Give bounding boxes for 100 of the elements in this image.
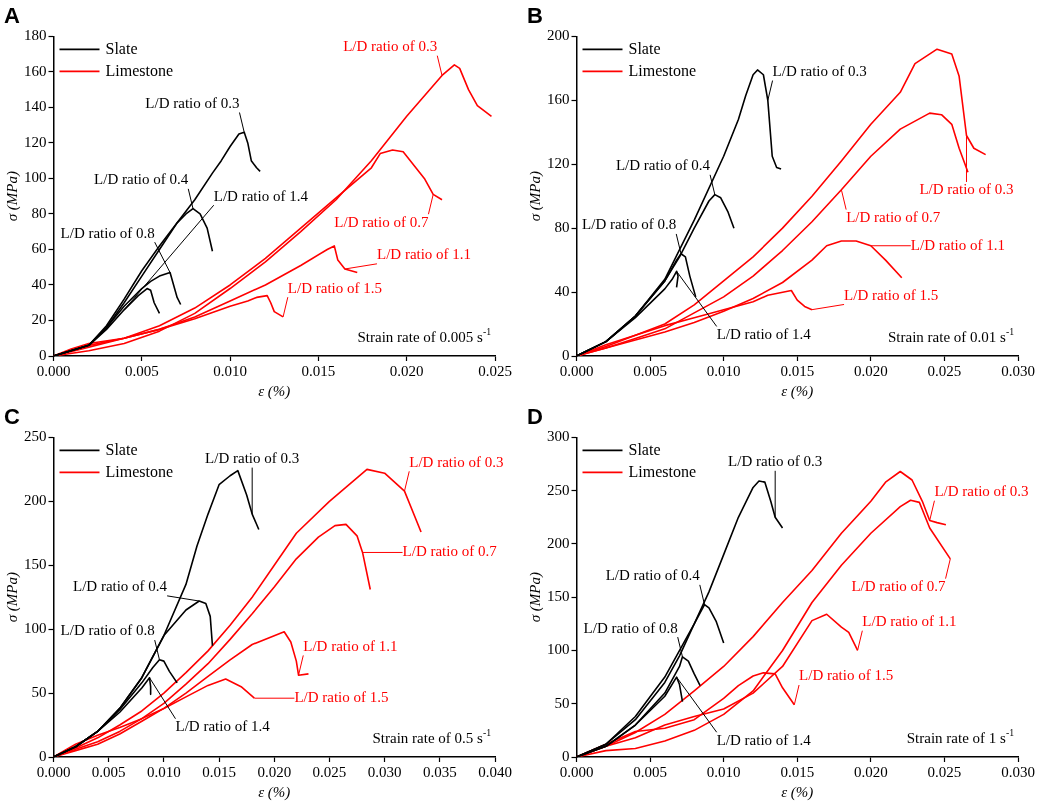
annotation: L/D ratio of 1.4 — [175, 718, 271, 735]
x-tick-label: 0.010 — [706, 763, 741, 780]
y-tick-label: 120 — [24, 133, 47, 150]
chart-title: D — [527, 404, 543, 430]
legend-label: Slate — [105, 39, 138, 57]
annotation: L/D ratio of 0.7 — [846, 209, 941, 226]
x-tick-label: 0.005 — [633, 362, 667, 379]
x-tick-label: 0.030 — [1001, 362, 1035, 379]
x-axis-title: ε (%) — [258, 783, 291, 801]
annotation: L/D ratio of 1.1 — [376, 246, 472, 263]
legend-label: Slate — [105, 440, 138, 458]
annotation: L/D ratio of 0.3 — [934, 483, 1029, 500]
annotation: L/D ratio of 0.7 — [402, 543, 498, 560]
x-tick-label: 0.005 — [124, 362, 159, 379]
y-tick-label: 200 — [547, 534, 570, 551]
y-tick-label: 0 — [39, 747, 47, 764]
y-tick-label: 250 — [547, 481, 570, 498]
x-tick-label: 0.015 — [202, 763, 236, 780]
chart-title: B — [527, 3, 543, 29]
x-axis-title: ε (%) — [258, 382, 291, 400]
x-tick-label: 0.025 — [312, 763, 347, 780]
y-tick-label: 100 — [547, 641, 570, 658]
y-tick-label: 40 — [31, 275, 47, 292]
x-tick-label: 0.035 — [422, 763, 457, 780]
annotation: L/D ratio of 0.3 — [409, 453, 504, 470]
annotation: L/D ratio of 1.1 — [862, 613, 957, 630]
x-tick-label: 0.015 — [780, 362, 815, 379]
annotation: L/D ratio of 0.4 — [615, 157, 711, 174]
y-tick-label: 80 — [554, 219, 570, 236]
y-tick-label: 300 — [547, 428, 570, 445]
y-tick-label: 200 — [547, 27, 570, 44]
annotation: L/D ratio of 1.5 — [799, 667, 894, 684]
x-tick-label: 0.015 — [780, 763, 815, 780]
annotation: L/D ratio of 1.4 — [716, 325, 812, 342]
annotation: L/D ratio of 0.3 — [919, 181, 1014, 198]
y-tick-label: 50 — [554, 694, 570, 711]
annotation: L/D ratio of 1.4 — [716, 731, 812, 748]
annotation: L/D ratio of 0.3 — [728, 453, 823, 470]
annotation: L/D ratio of 0.8 — [583, 619, 678, 636]
x-axis-title: ε (%) — [781, 783, 814, 801]
y-tick-label: 20 — [31, 311, 47, 328]
x-tick-label: 0.020 — [853, 362, 888, 379]
x-tick-label: 0.020 — [389, 362, 424, 379]
y-tick-label: 0 — [562, 346, 570, 363]
x-tick-label: 0.020 — [853, 763, 888, 780]
y-tick-label: 160 — [547, 91, 570, 108]
y-tick-label: 250 — [24, 428, 47, 445]
legend-label: Limestone — [628, 462, 697, 480]
legend-label: Slate — [628, 39, 661, 57]
y-tick-label: 200 — [24, 492, 47, 509]
x-tick-label: 0.040 — [478, 763, 512, 780]
x-tick-label: 0.030 — [1001, 763, 1035, 780]
annotation: L/D ratio of 1.4 — [213, 187, 309, 204]
x-tick-label: 0.010 — [147, 763, 181, 780]
annotation: L/D ratio of 0.7 — [851, 578, 947, 595]
annotation: L/D ratio of 1.1 — [303, 637, 398, 654]
x-tick-label: 0.025 — [478, 362, 512, 379]
annotation: L/D ratio of 0.4 — [605, 567, 701, 584]
legend-label: Limestone — [105, 61, 174, 79]
annotation: L/D ratio of 0.8 — [60, 622, 155, 639]
y-tick-label: 80 — [31, 204, 47, 221]
x-tick-label: 0.000 — [559, 362, 594, 379]
legend-label: Limestone — [105, 462, 174, 480]
y-tick-label: 150 — [24, 556, 47, 573]
annotation: L/D ratio of 1.5 — [287, 279, 382, 296]
x-axis-title: ε (%) — [781, 382, 814, 400]
legend-label: Limestone — [628, 61, 697, 79]
x-tick-label: 0.000 — [559, 763, 594, 780]
annotation: L/D ratio of 0.8 — [60, 224, 155, 241]
x-tick-label: 0.010 — [706, 362, 741, 379]
x-tick-label: 0.025 — [927, 763, 962, 780]
y-tick-label: 0 — [562, 747, 570, 764]
y-tick-label: 40 — [554, 283, 570, 300]
annotation: L/D ratio of 0.3 — [205, 450, 300, 467]
y-axis-title: σ (MPa) — [3, 572, 21, 623]
annotation: L/D ratio of 0.3 — [343, 38, 438, 55]
x-tick-label: 0.015 — [301, 362, 336, 379]
y-tick-label: 180 — [24, 27, 47, 44]
x-tick-label: 0.005 — [633, 763, 667, 780]
y-tick-label: 0 — [39, 346, 47, 363]
annotation: L/D ratio of 0.4 — [94, 171, 189, 188]
y-tick-label: 150 — [547, 588, 570, 605]
chart-title: A — [4, 3, 20, 29]
annotation: L/D ratio of 0.3 — [772, 62, 867, 79]
x-tick-label: 0.005 — [91, 763, 126, 780]
y-tick-label: 100 — [24, 169, 47, 186]
x-tick-label: 0.025 — [927, 362, 962, 379]
annotation: L/D ratio of 1.1 — [910, 236, 1005, 253]
y-tick-label: 100 — [24, 620, 47, 637]
annotation: L/D ratio of 0.4 — [72, 578, 168, 595]
y-tick-label: 120 — [547, 155, 570, 172]
x-tick-label: 0.000 — [36, 763, 71, 780]
x-tick-label: 0.010 — [213, 362, 247, 379]
legend-label: Slate — [628, 440, 661, 458]
x-tick-label: 0.030 — [367, 763, 402, 780]
x-tick-label: 0.020 — [257, 763, 292, 780]
annotation: L/D ratio of 0.7 — [334, 213, 429, 230]
annotation: L/D ratio of 1.5 — [294, 689, 389, 706]
x-tick-label: 0.000 — [36, 362, 71, 379]
y-tick-label: 160 — [24, 62, 47, 79]
